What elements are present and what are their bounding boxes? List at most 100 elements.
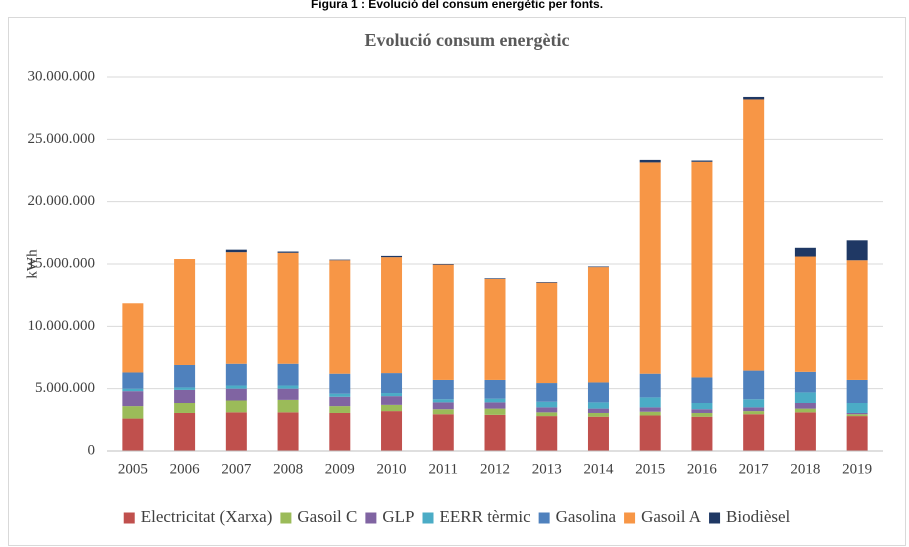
bar-segment	[122, 406, 144, 419]
chart-title: Evolució consum energètic	[365, 30, 570, 50]
bar-segment	[639, 415, 661, 451]
legend-label: Biodièsel	[726, 507, 790, 526]
legend-label: Gasoil A	[641, 507, 702, 526]
bar-segment	[639, 411, 661, 416]
bar-segment	[381, 393, 403, 397]
bar-segment	[794, 247, 816, 257]
bar-segment	[432, 402, 454, 410]
bar-segment	[743, 399, 765, 408]
bar-segment	[846, 403, 868, 413]
bar-segment	[484, 278, 506, 279]
y-tick-label: 30.000.000	[28, 68, 96, 84]
bar-segment	[122, 388, 144, 392]
x-tick-label: 2009	[325, 461, 355, 477]
bar-segment	[432, 379, 454, 400]
bar-segment	[381, 373, 403, 394]
bar-segment	[122, 303, 144, 373]
bar-segment	[174, 387, 196, 390]
bar-segment	[794, 408, 816, 413]
bar-segment	[794, 371, 816, 393]
x-tick-label: 2010	[377, 461, 407, 477]
bar-segment	[691, 412, 713, 417]
bar-segment	[846, 412, 868, 415]
bar-segment	[329, 373, 351, 394]
legend-swatch	[365, 512, 377, 524]
bar-segment	[691, 160, 713, 162]
bar-segment	[484, 278, 506, 380]
bar-segment	[743, 99, 765, 371]
bar-segment	[225, 252, 247, 364]
bar-segment	[381, 255, 403, 258]
bar-segment	[794, 256, 816, 372]
bar-segment	[484, 398, 506, 403]
bar-segment	[329, 393, 351, 397]
bar-segment	[743, 370, 765, 400]
legend-label: EERR tèrmic	[440, 507, 532, 526]
bar-segment	[587, 266, 609, 268]
bar-segment	[639, 407, 661, 412]
bar-segment	[846, 260, 868, 380]
bar-segment	[329, 406, 351, 413]
bar-segment	[743, 411, 765, 415]
bar-segment	[381, 404, 403, 412]
bar-segment	[277, 385, 299, 389]
bar-segment	[639, 373, 661, 398]
y-tick-label: 20.000.000	[28, 193, 96, 209]
bar-segment	[639, 162, 661, 374]
bar-segment	[691, 409, 713, 413]
bar-segment	[381, 411, 403, 451]
bar-segment	[174, 403, 196, 413]
bar-segment	[743, 96, 765, 100]
bar-segment	[329, 412, 351, 451]
bar-segment	[432, 264, 454, 265]
bar-segment	[587, 412, 609, 417]
bar-segment	[122, 391, 144, 407]
bar-segment	[794, 403, 816, 409]
bar-segment	[587, 408, 609, 413]
bar-segment	[432, 399, 454, 403]
bar-segment	[277, 399, 299, 413]
bar-segment	[277, 388, 299, 400]
bar-segment	[743, 414, 765, 451]
bar-segment	[381, 257, 403, 374]
legend-label: GLP	[382, 507, 414, 526]
bar-segment	[277, 252, 299, 364]
bar-segment	[484, 379, 506, 399]
bar-segment	[639, 159, 661, 163]
legend-swatch	[422, 512, 434, 524]
y-tick-label: 25.000.000	[28, 131, 96, 147]
bar-segment	[225, 385, 247, 389]
bar-segment	[381, 396, 403, 405]
x-tick-label: 2012	[480, 461, 510, 477]
x-tick-label: 2017	[739, 461, 770, 477]
y-tick-label: 0	[88, 442, 96, 458]
legend-swatch	[624, 512, 636, 524]
bar-segment	[225, 400, 247, 413]
legend-label: Gasoil C	[297, 507, 357, 526]
bar-segment	[743, 407, 765, 412]
bar-segment	[484, 408, 506, 415]
x-tick-label: 2015	[635, 461, 665, 477]
bar-segment	[536, 282, 558, 283]
legend-label: Electricitat (Xarxa)	[141, 507, 273, 526]
bar-segment	[846, 414, 868, 417]
x-tick-label: 2019	[842, 461, 872, 477]
bar-segment	[639, 397, 661, 408]
y-tick-label: 10.000.000	[28, 318, 96, 334]
bar-segment	[691, 377, 713, 404]
x-tick-label: 2007	[221, 461, 252, 477]
bar-segment	[587, 267, 609, 383]
bar-segment	[536, 401, 558, 408]
bar-segment	[122, 418, 144, 451]
x-tick-label: 2011	[429, 461, 458, 477]
legend-swatch	[123, 512, 135, 524]
bar-segment	[794, 412, 816, 451]
bar-segment	[174, 389, 196, 404]
bar-segment	[277, 251, 299, 253]
bar-segment	[484, 414, 506, 451]
bar-segment	[794, 392, 816, 404]
legend-label: Gasolina	[556, 507, 617, 526]
bar-segment	[536, 383, 558, 402]
bar-segment	[691, 161, 713, 378]
